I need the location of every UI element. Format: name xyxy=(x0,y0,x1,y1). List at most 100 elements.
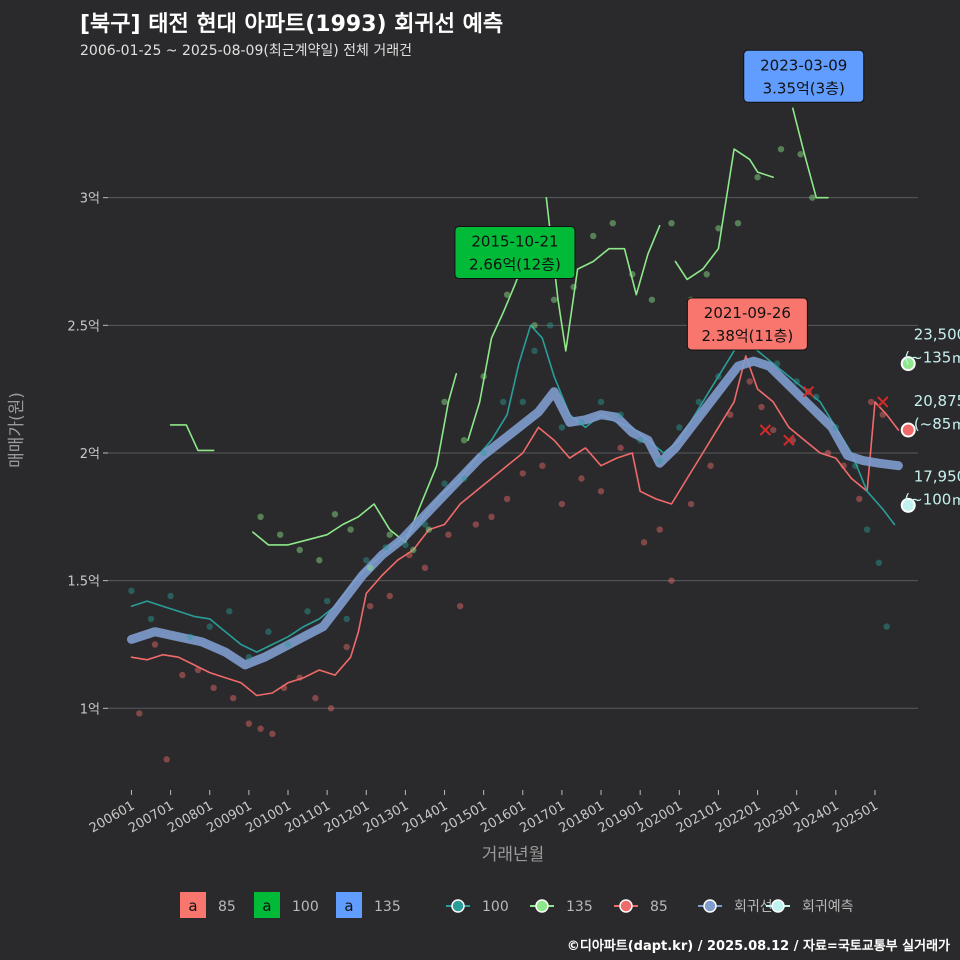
scatter-point-s100-6 xyxy=(245,654,253,661)
annotation-date-0: 2015-10-21 xyxy=(471,232,558,250)
scatter-point-s85-36 xyxy=(746,378,753,385)
scatter-point-s135-28 xyxy=(797,151,804,158)
series-line-s100-0 xyxy=(130,324,896,653)
legend-series-text-3: 회귀선 xyxy=(734,899,773,915)
legend-label-text-0: 85 xyxy=(218,899,236,915)
scatter-point-s100-9 xyxy=(304,608,311,615)
scatter-point-s85-45 xyxy=(879,411,886,418)
scatter-point-s85-20 xyxy=(456,602,464,610)
scatter-point-s100-25 xyxy=(597,398,605,406)
prediction-markers: 23,500 (~135㎡) 20,875 (~85㎡) 17,950 (~100㎡) xyxy=(759,326,960,513)
scatter-point-s100-39 xyxy=(863,526,871,533)
scatter-point-s100-18 xyxy=(480,449,487,457)
scatter-point-s85-25 xyxy=(539,462,546,469)
scatter-point-s100-15 xyxy=(421,521,429,528)
scatter-point-s135-17 xyxy=(590,232,597,240)
scatter-point-s100-12 xyxy=(363,557,370,564)
prediction-value-0: 23,500 xyxy=(914,326,960,344)
scatter-point-s85-32 xyxy=(668,577,675,584)
annotation-box-0 xyxy=(454,225,576,279)
scatter-point-s100-4 xyxy=(206,623,213,630)
series-line-s135-5 xyxy=(792,107,829,199)
scatter-point-s100-7 xyxy=(265,628,272,635)
scatter-point-s85-18 xyxy=(421,564,429,572)
x-axis-title: 거래년월 xyxy=(482,845,545,865)
scatter-point-s85-38 xyxy=(770,426,777,434)
scatter-point-s85-17 xyxy=(406,551,413,559)
scatter-point-s135-24 xyxy=(715,225,722,232)
scatter-point-s100-29 xyxy=(676,424,683,431)
chart-subtitle: 2006-01-25 ~ 2025-08-09(최근계약일) 전체 거래건 xyxy=(80,43,412,59)
scatter-point-s135-26 xyxy=(754,174,761,181)
annotations: 2015-10-21 2.66억(12층) 2023-03-09 3.35억(3층) 2… xyxy=(454,49,865,351)
scatter-point-s85-37 xyxy=(758,403,765,411)
scatter-point-s85-26 xyxy=(558,500,566,508)
legend-series-text-1: 135 xyxy=(566,899,593,915)
series-line-s135-3 xyxy=(545,196,661,352)
scatter-point-s85-5 xyxy=(210,684,217,692)
annotation-price-0: 2.66억(12층) xyxy=(469,255,561,273)
scatter-point-s100-10 xyxy=(323,597,331,605)
series-line-reg-0 xyxy=(127,356,903,670)
scatter-point-s100-14 xyxy=(402,541,409,549)
y-tick-label-2: 2억 xyxy=(80,447,100,462)
scatter-point-s135-3 xyxy=(316,557,323,564)
scatter-point-s85-10 xyxy=(280,684,288,692)
chart-title: [북구] 태전 현대 아파트(1993) 회귀선 예측 xyxy=(80,12,504,37)
scatter-point-s135-29 xyxy=(809,194,816,201)
legend-series-text-0: 100 xyxy=(482,899,509,915)
y-tick-label-4: 3억 xyxy=(80,192,100,207)
scatter-point-s100-37 xyxy=(832,424,840,431)
scatter-point-s100-26 xyxy=(617,411,624,418)
y-axis-title: 매매가(원) xyxy=(7,392,27,468)
legend-series-marker-4 xyxy=(771,899,785,913)
scatter-point-s85-44 xyxy=(867,398,875,406)
annotation-box-2 xyxy=(686,297,808,351)
scatter-point-s85-2 xyxy=(163,756,170,763)
scatter-point-s100-28 xyxy=(656,457,663,464)
scatter-point-s100-16 xyxy=(441,480,448,487)
cross-marker-3 xyxy=(877,396,889,408)
scatter-point-s85-12 xyxy=(312,694,319,702)
scatter-point-s85-27 xyxy=(578,475,585,482)
series-line-s135-2 xyxy=(467,263,536,441)
annotation-date-2: 2021-09-26 xyxy=(704,304,791,322)
scatter-point-s135-20 xyxy=(648,296,656,303)
scatter-point-s135-2 xyxy=(296,546,303,554)
annotation-price-1: 3.35억(3층) xyxy=(763,79,845,97)
scatter-point-s100-8 xyxy=(284,641,292,648)
y-tick-label-1: 1.5억 xyxy=(67,575,100,590)
legend-series-text-2: 85 xyxy=(650,899,668,915)
legend-label-letter-2: a xyxy=(344,897,353,915)
prediction-value-1: 20,875 xyxy=(914,392,960,410)
scatter-point-s135-0 xyxy=(257,513,264,521)
series-lines xyxy=(127,107,903,697)
scatter-point-s85-13 xyxy=(327,705,335,712)
scatter-point-s100-34 xyxy=(773,360,781,367)
legend-series-marker-2 xyxy=(619,899,633,913)
legend-label-letter-0: a xyxy=(188,897,197,915)
scatter-point-s85-34 xyxy=(707,462,714,469)
scatter-point-s100-31 xyxy=(715,373,722,380)
annotation-date-1: 2023-03-09 xyxy=(760,56,847,74)
scatter-point-s100-35 xyxy=(793,378,800,385)
prediction-area-1: (~85㎡) xyxy=(914,415,960,433)
scatter-point-s85-9 xyxy=(269,730,276,738)
scatter-point-s85-29 xyxy=(617,444,624,452)
x-tick-label-19: 202501 xyxy=(830,798,880,836)
scatter-point-s135-13 xyxy=(503,291,511,298)
scatter-point-s100-27 xyxy=(636,437,644,444)
y-tick-label-3: 2.5억 xyxy=(67,319,100,334)
scatter-point-s85-7 xyxy=(245,720,253,727)
legend-series-marker-0 xyxy=(451,899,465,913)
scatter-point-s100-24 xyxy=(578,419,585,426)
scatter-point-s100-17 xyxy=(460,475,468,482)
scatter-point-s100-13 xyxy=(382,544,390,551)
y-tick-label-0: 1억 xyxy=(80,702,100,717)
scatter-point-s100-3 xyxy=(186,633,194,641)
scatter-point-s85-11 xyxy=(296,674,303,681)
legend-label-key-0 xyxy=(180,892,206,918)
scatter-point-s85-35 xyxy=(726,411,734,418)
prediction-area-0: (~135㎡) xyxy=(904,349,960,367)
annotation-box-1 xyxy=(743,49,865,103)
